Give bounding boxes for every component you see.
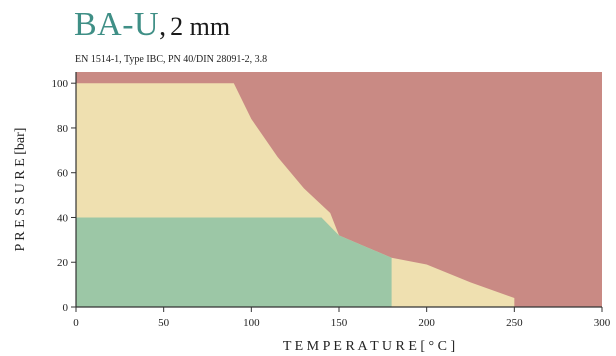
product-name: BA-U	[74, 6, 160, 43]
thickness-label: 2 mm	[170, 12, 231, 41]
y-tick-label: 20	[57, 257, 69, 269]
axes-group: 0 50 100 150 200 250 300 0 20 40 60 80 100	[52, 72, 611, 329]
region-group	[76, 72, 602, 307]
y-tick-label: 100	[52, 78, 69, 90]
x-axis-title: T E M P E R A T U R E [ ° C ]	[283, 339, 455, 354]
region-suitable	[76, 217, 392, 307]
y-axis-title: P R E S S U R E [bar]	[13, 128, 28, 252]
y-tick-label: 80	[57, 123, 69, 135]
x-tick-label: 0	[73, 317, 79, 329]
x-tick-label: 50	[158, 317, 170, 329]
x-tick-label: 250	[506, 317, 523, 329]
y-tick-label: 0	[63, 302, 69, 314]
x-tick-label: 150	[331, 317, 348, 329]
y-tick-label: 40	[57, 212, 69, 224]
x-tick-label: 300	[594, 317, 611, 329]
chart-subtitle: EN 1514-1, Type IBC, PN 40/DIN 28091-2, …	[75, 54, 268, 65]
title-separator: ,	[159, 11, 167, 42]
x-tick-label: 200	[418, 317, 435, 329]
y-tick-label: 60	[57, 168, 69, 180]
x-tick-label: 100	[243, 317, 260, 329]
chart-title: BA-U, 2 mm	[74, 8, 230, 42]
